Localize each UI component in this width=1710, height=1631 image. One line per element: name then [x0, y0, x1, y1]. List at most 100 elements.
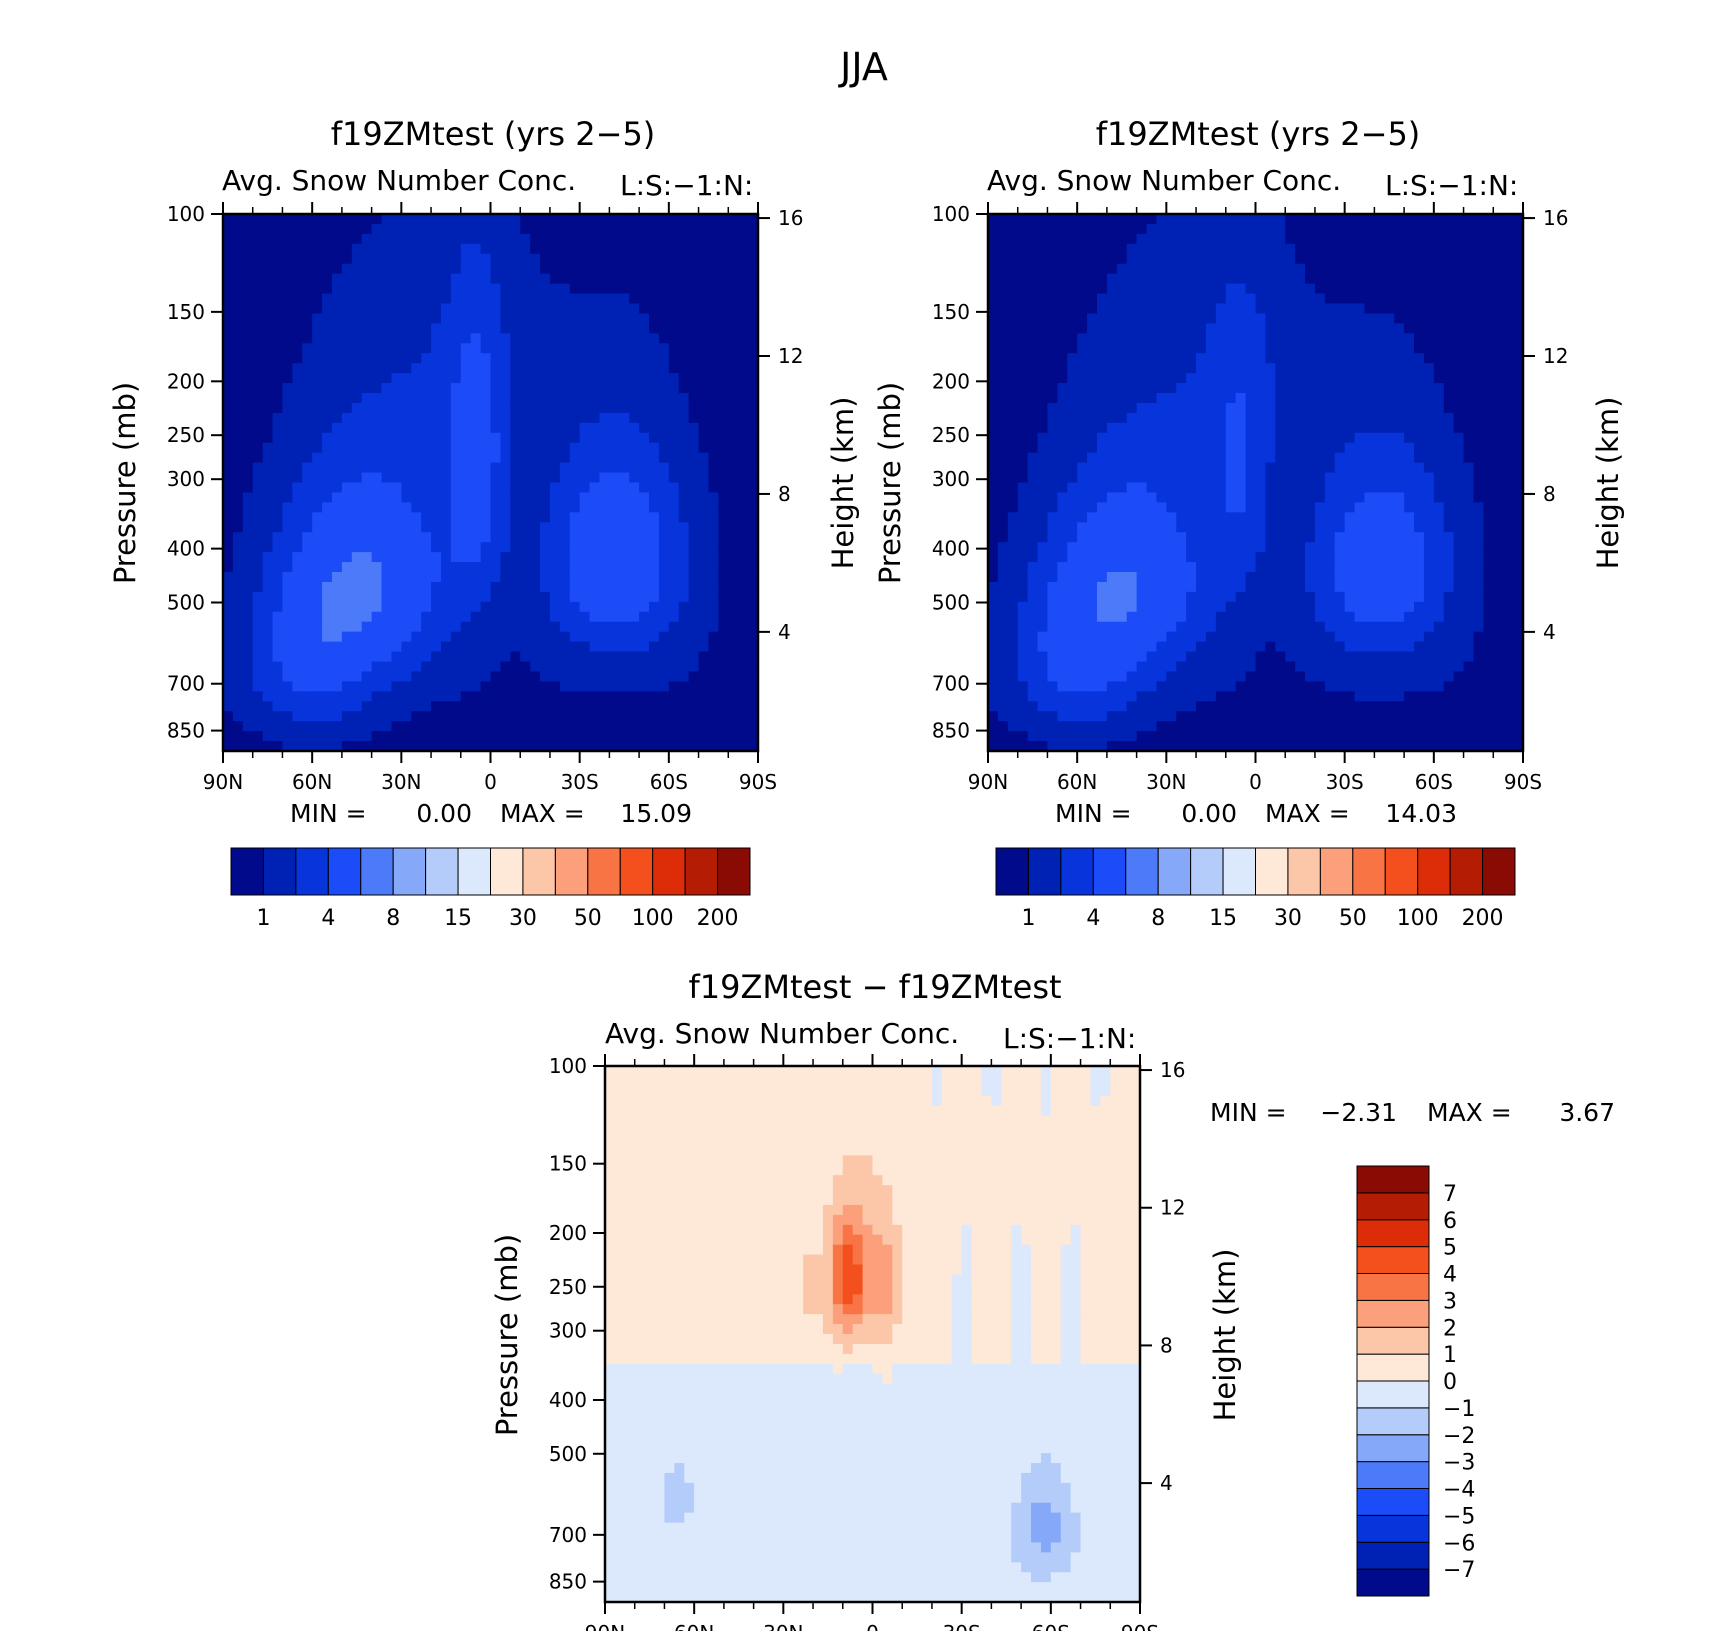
field-cell: [1324, 462, 1336, 474]
field-cell: [688, 591, 700, 603]
field-cell: [530, 522, 541, 533]
field-cell: [1196, 313, 1207, 324]
field-cell: [988, 373, 999, 384]
field-cell: [1404, 522, 1415, 533]
field-cell: [549, 721, 561, 732]
field-cell: [351, 591, 363, 603]
field-cell: [619, 631, 630, 643]
field-cell: [988, 273, 999, 285]
field-cell: [1443, 442, 1455, 454]
field-cell: [470, 293, 482, 305]
field-cell: [1324, 343, 1336, 354]
field-cell: [619, 552, 630, 563]
field-cell: [1423, 214, 1435, 225]
field-cell: [401, 313, 412, 324]
field-cell: [450, 333, 462, 344]
field-cell: [480, 412, 492, 424]
field-cell: [708, 452, 719, 464]
field-cell: [1225, 552, 1237, 563]
field-cell: [1245, 522, 1257, 533]
field-cell: [272, 313, 284, 324]
field-cell: [1354, 233, 1366, 245]
field-cell: [302, 631, 313, 643]
field-cell: [1087, 532, 1098, 543]
field-cell: [1285, 303, 1296, 315]
field-cell: [619, 562, 630, 573]
field-cell: [381, 283, 393, 295]
field-cell: [292, 313, 303, 324]
field-cell: [450, 412, 462, 424]
field-cell: [1483, 303, 1494, 315]
field-cell: [272, 303, 284, 315]
field-cell: [312, 552, 323, 563]
field-cell: [1354, 393, 1366, 404]
field-cell: [1057, 393, 1068, 404]
field-cell: [1453, 432, 1465, 444]
field-cell: [569, 522, 581, 533]
field-cell: [490, 402, 502, 414]
field-cell: [1275, 532, 1286, 543]
field-cell: [658, 542, 670, 553]
field-cell: [649, 601, 660, 613]
field-cell: [1067, 422, 1078, 434]
field-cell: [312, 591, 323, 603]
field-cell: [302, 472, 313, 484]
field-cell: [1215, 323, 1227, 334]
field-cell: [698, 393, 710, 404]
field-cell: [549, 432, 561, 444]
field-cell: [480, 502, 492, 513]
field-cell: [440, 422, 452, 434]
field-cell: [500, 671, 511, 682]
field-cell: [668, 412, 680, 424]
field-cell: [470, 552, 482, 563]
field-cell: [1384, 562, 1395, 573]
field-cell: [1314, 552, 1326, 563]
field-cell: [322, 581, 333, 593]
field-cell: [371, 651, 383, 663]
field-cell: [1225, 323, 1237, 334]
field-cell: [678, 691, 690, 702]
field-cell: [421, 442, 432, 454]
field-cell: [371, 253, 383, 265]
field-cell: [1136, 572, 1148, 583]
colorbar-box: [360, 847, 394, 896]
field-cell: [470, 741, 482, 752]
field-cell: [401, 591, 412, 603]
field-cell: [1235, 303, 1247, 315]
field-cell: [599, 572, 610, 583]
field-cell: [688, 552, 700, 563]
field-cell: [520, 562, 531, 573]
field-cell: [371, 442, 383, 454]
field-cell: [629, 343, 640, 354]
field-cell: [619, 422, 630, 434]
field-cell: [1027, 243, 1039, 255]
field-cell: [569, 591, 581, 603]
field-cell: [460, 233, 472, 245]
field-cell: [331, 552, 343, 563]
field-cell: [411, 343, 422, 354]
field-cell: [520, 432, 531, 444]
field-cell: [302, 263, 313, 275]
field-cell: [282, 611, 293, 623]
field-cell: [997, 482, 1009, 494]
field-cell: [629, 631, 640, 643]
field-cell: [1215, 233, 1227, 245]
field-cell: [1423, 353, 1435, 364]
field-cell: [1285, 462, 1296, 474]
field-cell: [728, 293, 739, 305]
field-cell: [252, 631, 264, 643]
field-cell: [1255, 452, 1267, 464]
field-cell: [708, 671, 719, 682]
field-cell: [599, 661, 610, 673]
field-cell: [450, 542, 462, 553]
field-cell: [1305, 303, 1316, 315]
field-cell: [450, 243, 462, 255]
field-cell: [1126, 243, 1138, 255]
field-cell: [639, 353, 650, 364]
field-cell: [1275, 462, 1286, 474]
field-cell: [1106, 253, 1118, 265]
field-cell: [381, 293, 393, 305]
field-cell: [1146, 283, 1158, 295]
field-cell: [1285, 442, 1296, 454]
field-cell: [559, 233, 571, 245]
